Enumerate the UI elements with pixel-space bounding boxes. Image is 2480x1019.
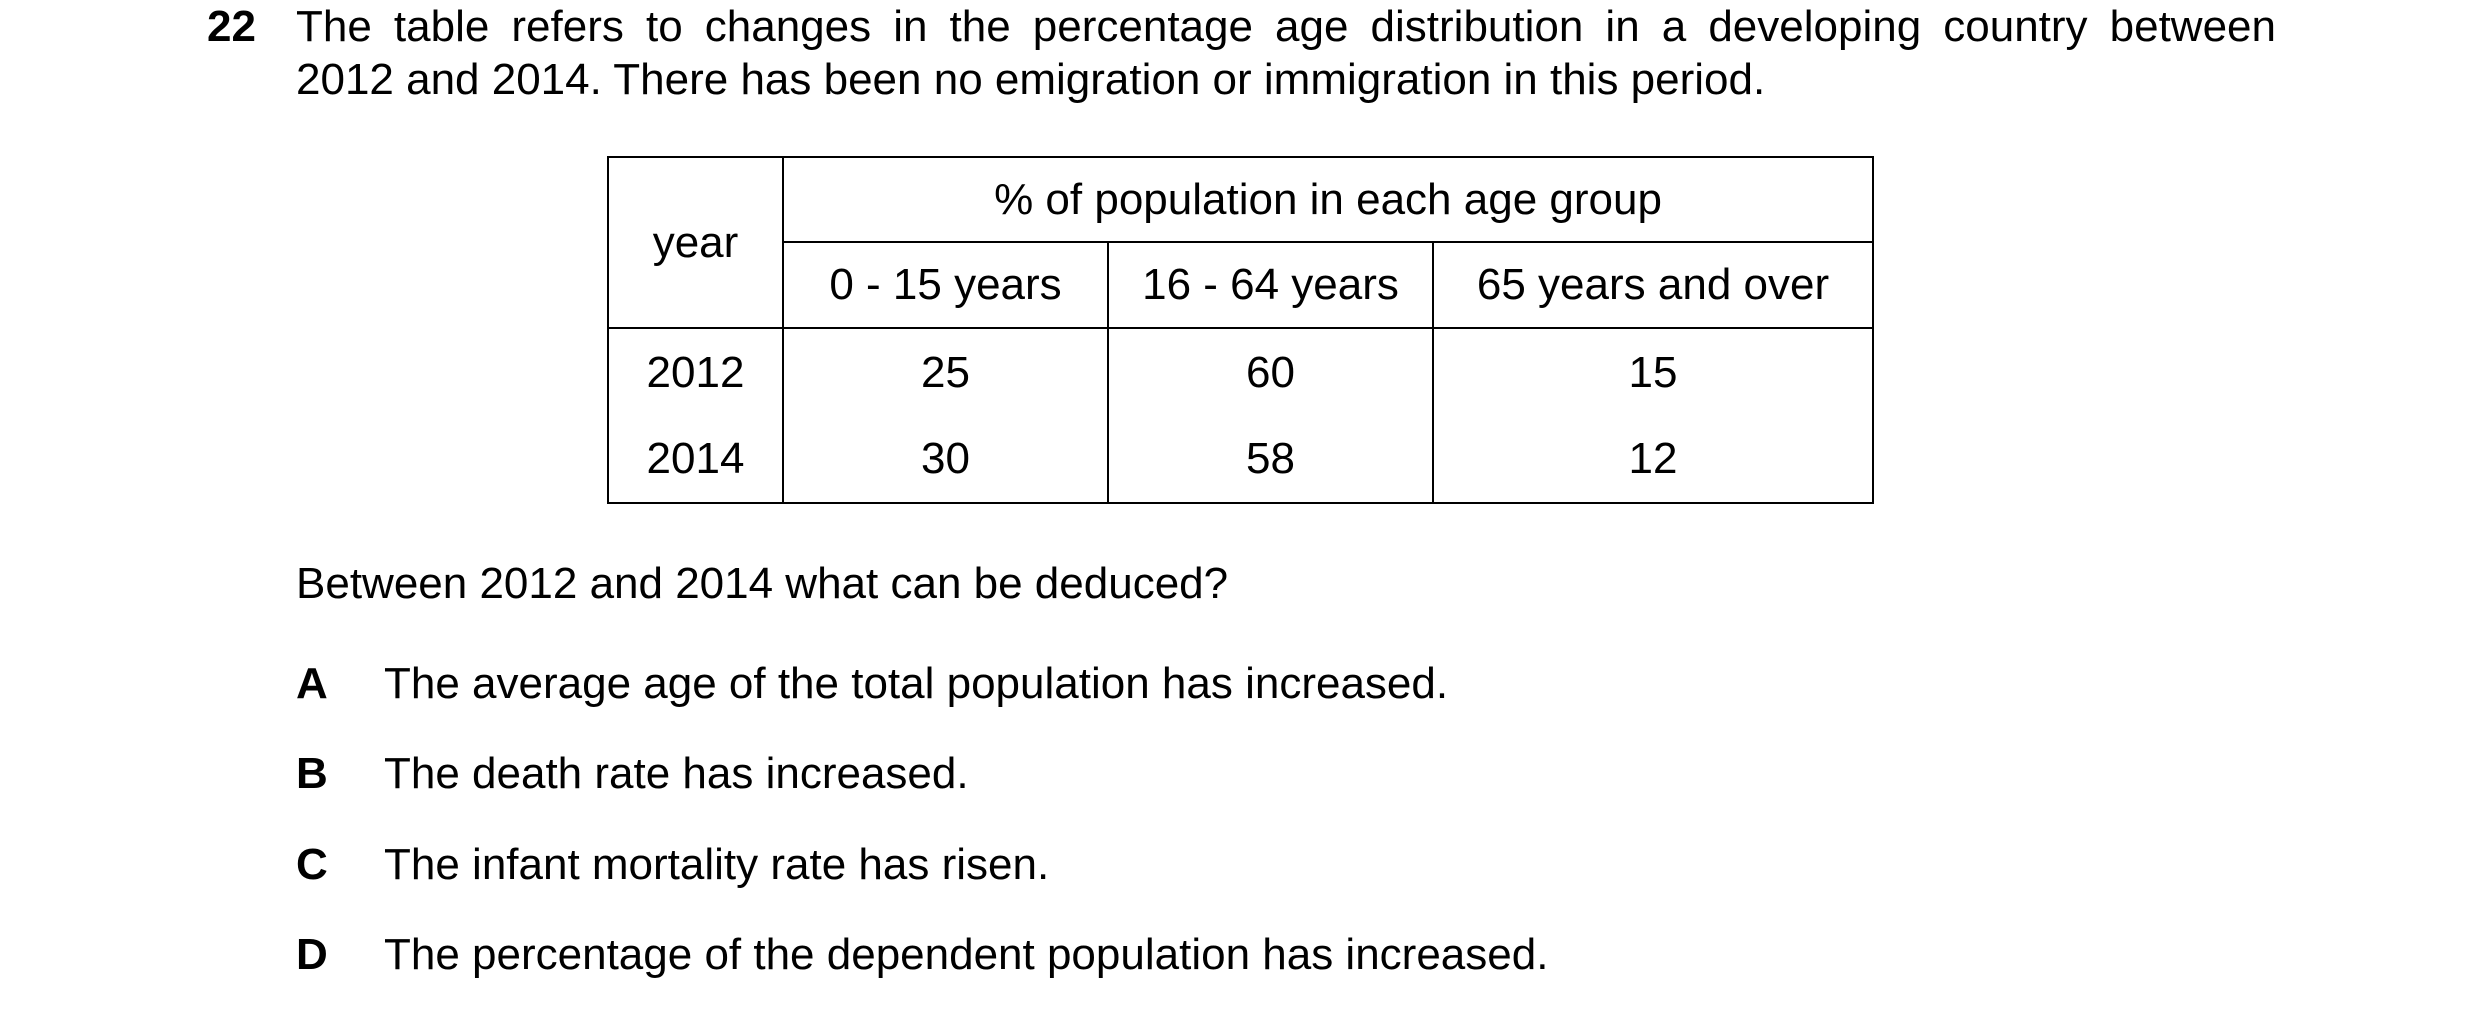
question-number: 22 [207, 2, 256, 51]
value-cell: 58 [1107, 416, 1434, 504]
value-cell: 15 [1432, 327, 1874, 416]
year-column-header: year [607, 156, 784, 329]
option-text: The infant mortality rate has risen. [384, 840, 1050, 889]
table-row: 2012 25 60 15 [607, 327, 1874, 416]
column-header-0-15: 0 - 15 years [782, 241, 1109, 329]
option-text: The average age of the total population … [384, 659, 1449, 708]
question-stem-line-1: The table refers to changes in the perce… [296, 2, 2276, 51]
option-letter: D [296, 930, 328, 979]
column-header-16-64: 16 - 64 years [1107, 241, 1434, 329]
option-letter: B [296, 749, 328, 798]
table-row: 2014 30 58 12 [607, 416, 1874, 504]
option-a[interactable]: A The average age of the total population… [296, 657, 1448, 710]
age-group-header: % of population in each age group [782, 156, 1874, 243]
option-text: The death rate has increased. [384, 749, 969, 798]
value-cell: 25 [782, 327, 1109, 416]
question-stem: The table refers to changes in the perce… [296, 0, 2276, 106]
value-cell: 12 [1432, 416, 1874, 504]
option-b[interactable]: B The death rate has increased. [296, 747, 969, 800]
option-c[interactable]: C The infant mortality rate has risen. [296, 838, 1049, 891]
option-letter: C [296, 840, 328, 889]
value-cell: 30 [782, 416, 1109, 504]
age-distribution-table: year % of population in each age group 0… [607, 156, 1874, 504]
question-stem-line-2: 2012 and 2014. There has been no emigrat… [296, 55, 1766, 104]
option-letter: A [296, 659, 328, 708]
option-d[interactable]: D The percentage of the dependent populat… [296, 928, 1548, 981]
option-text: The percentage of the dependent populati… [384, 930, 1549, 979]
question-prompt: Between 2012 and 2014 what can be deduce… [296, 559, 1229, 608]
year-cell: 2012 [607, 327, 784, 416]
column-header-65-over: 65 years and over [1432, 241, 1874, 329]
value-cell: 60 [1107, 327, 1434, 416]
year-cell: 2014 [607, 416, 784, 504]
